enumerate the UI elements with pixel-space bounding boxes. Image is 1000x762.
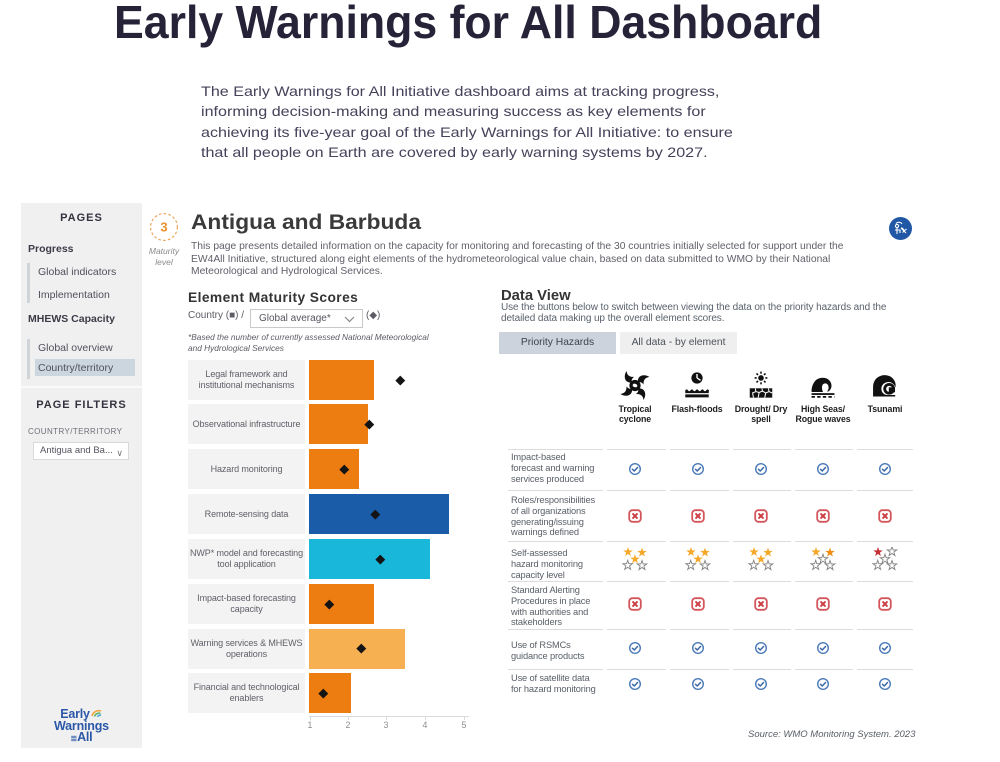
svg-text:3: 3	[160, 220, 167, 235]
